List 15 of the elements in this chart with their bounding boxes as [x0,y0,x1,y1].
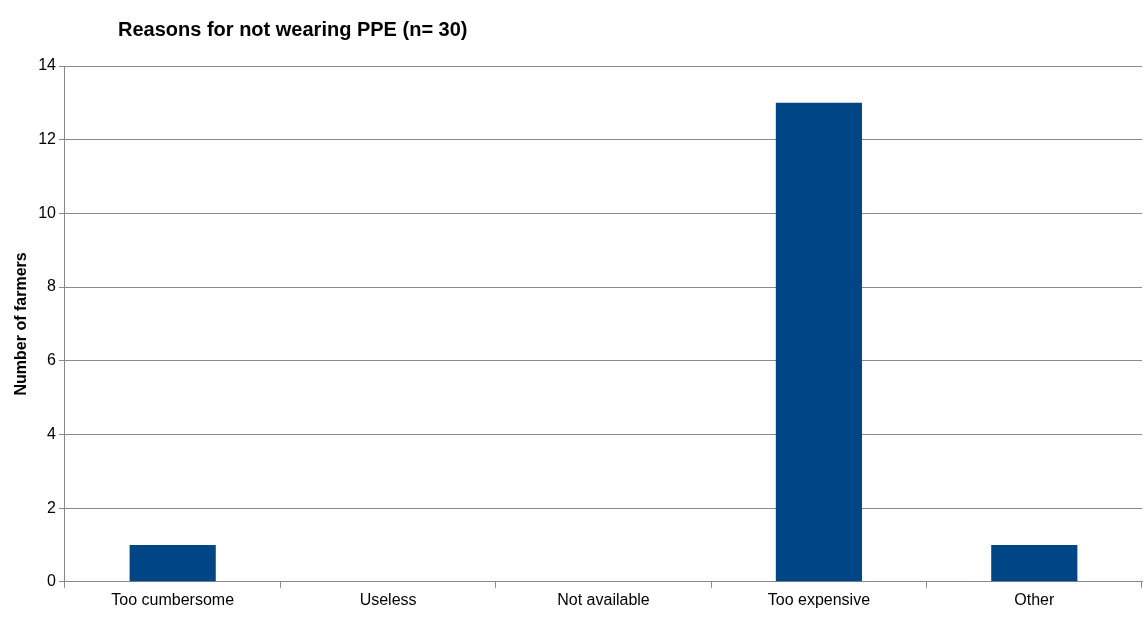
x-tick-label: Too cumbersome [111,590,235,608]
y-tick-label: 14 [38,56,57,74]
x-tick-label: Useless [359,590,417,608]
y-tick-label: 4 [47,424,57,442]
y-tick-label: 2 [47,498,57,516]
y-axis-title: Number of farmers [12,252,30,396]
chart-title: Reasons for not wearing PPE (n= 30) [118,18,468,41]
y-tick-label: 0 [47,572,57,590]
y-tick-label: 8 [47,277,57,295]
y-tick-label: 6 [47,351,57,369]
y-tick-label: 10 [38,203,57,221]
x-tick-label: Not available [557,590,650,608]
y-tick-label: 12 [38,130,57,148]
x-tick-label: Other [1014,590,1055,608]
x-tick-label: Too expensive [767,590,871,608]
